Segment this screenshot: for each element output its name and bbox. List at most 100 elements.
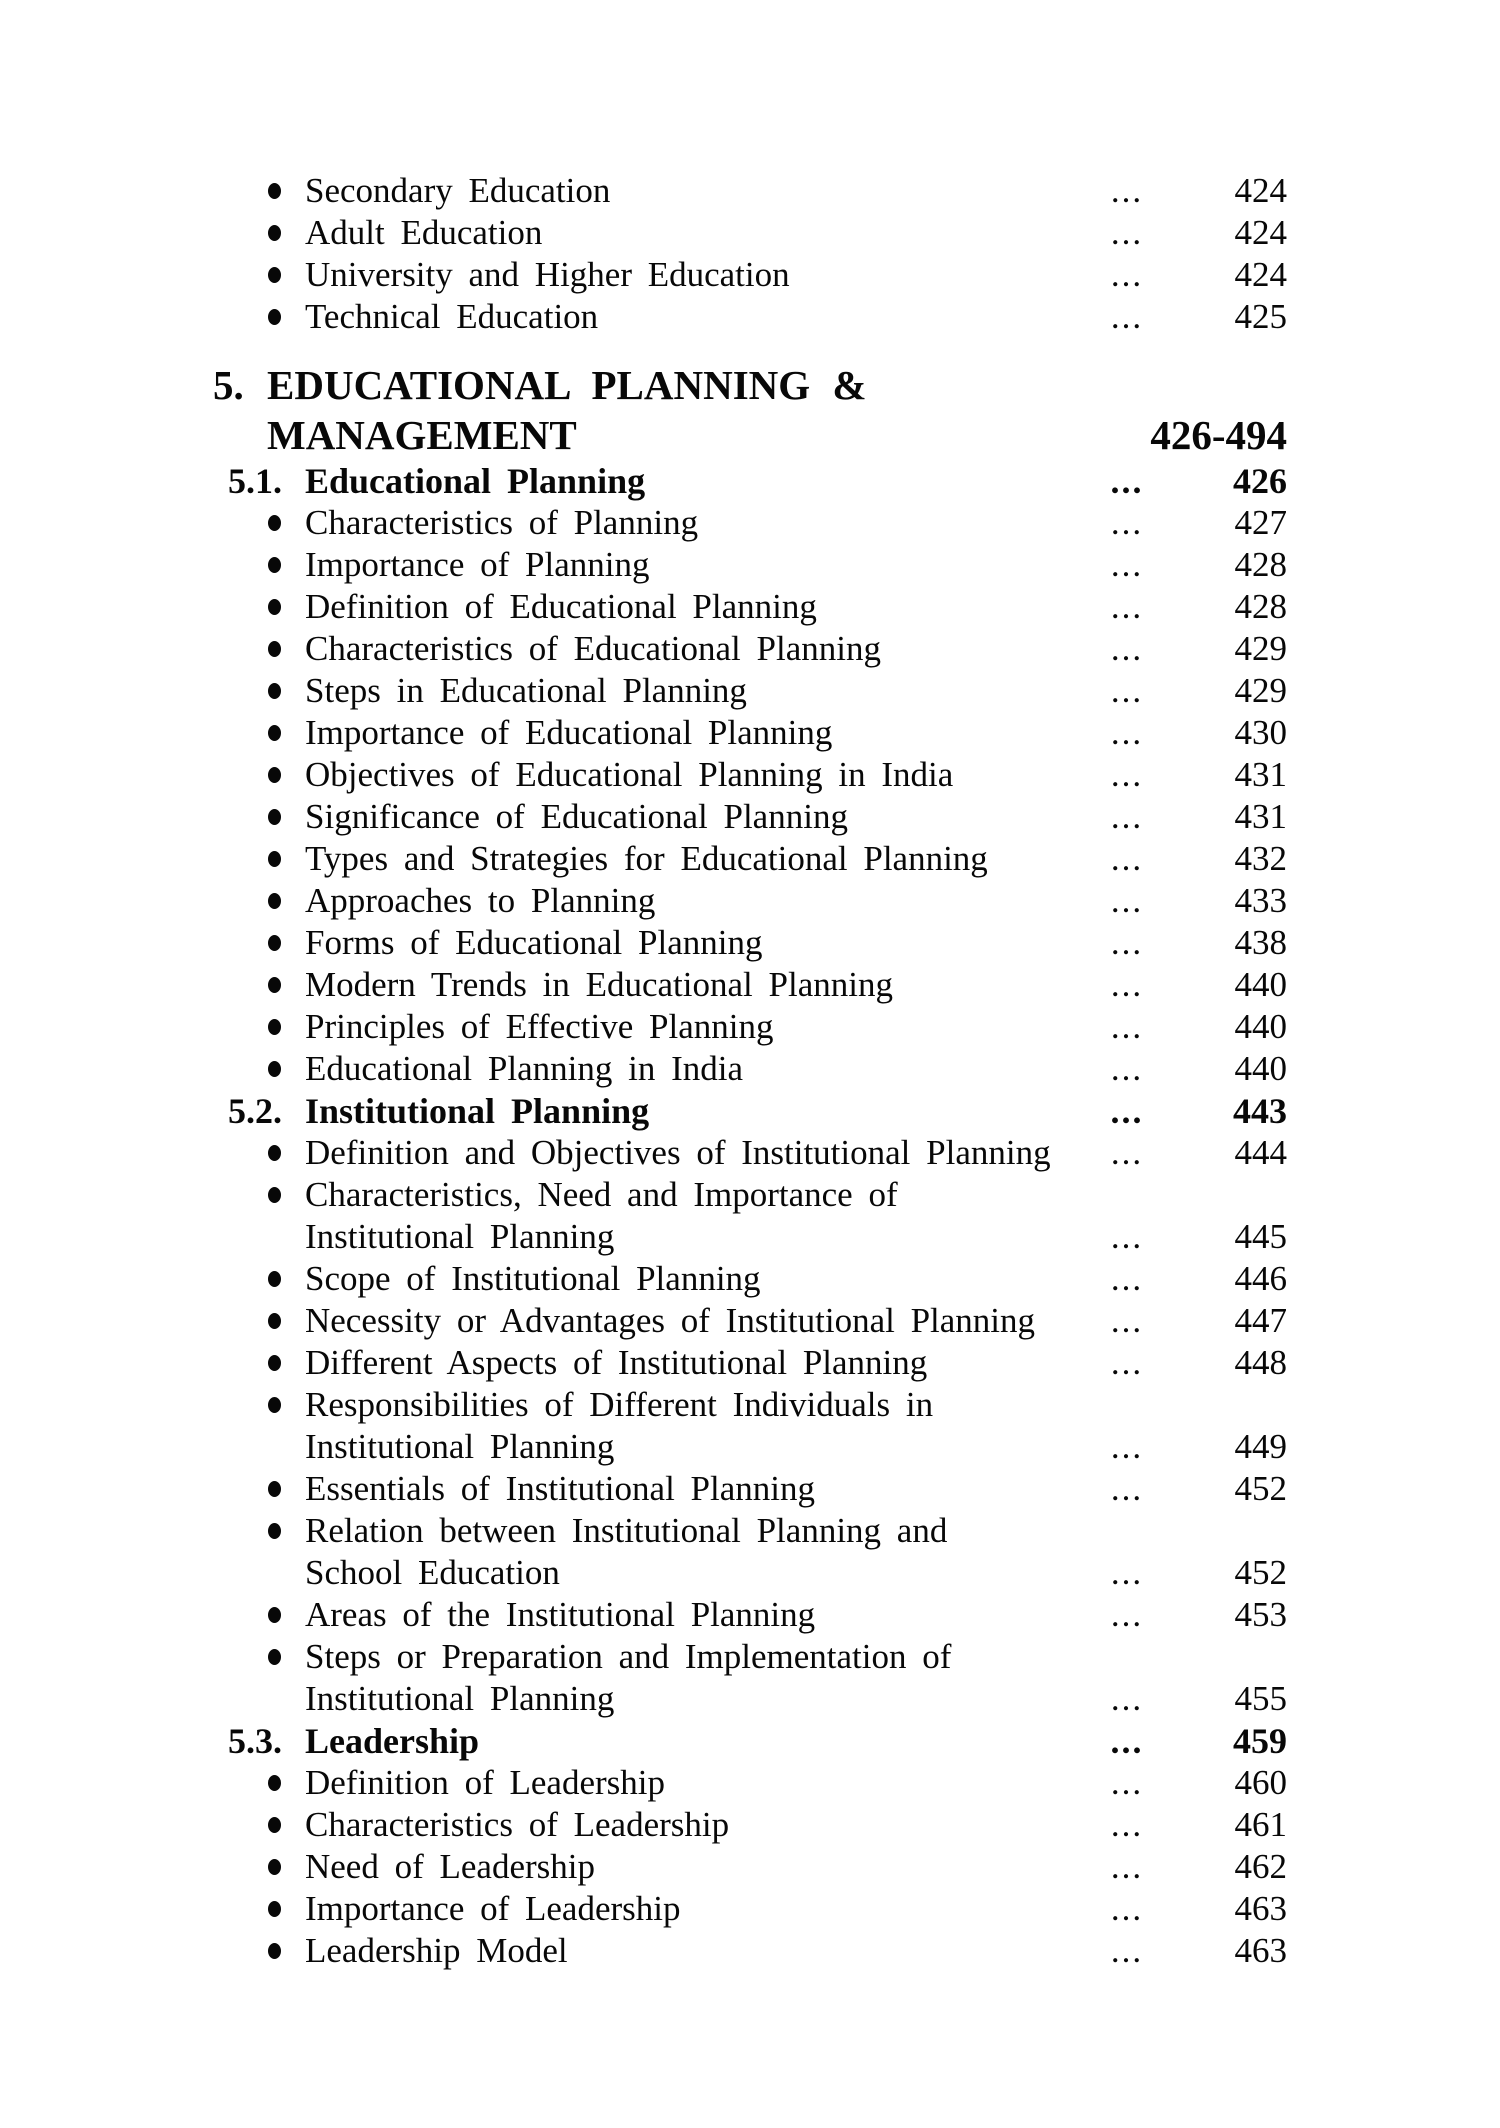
entry-label: Characteristics, Need and Importance of: [305, 1175, 898, 1214]
dots-leader: ...: [1110, 1805, 1144, 1844]
toc-row-bullet: University and Higher Education... 424: [213, 254, 1287, 296]
entry-text: Characteristics of Planning: [213, 502, 1097, 544]
dots-leader: ...: [1110, 1427, 1144, 1466]
toc-row-cont: School Education... 452: [213, 1552, 1287, 1594]
entry-text: Importance of Leadership: [213, 1888, 1097, 1930]
bullet-icon: [268, 183, 281, 199]
bullet-icon: [268, 309, 281, 325]
page-number: 424: [1234, 255, 1288, 294]
bullet-icon: [268, 1187, 281, 1203]
entry-text: Necessity or Advantages of Institutional…: [213, 1300, 1097, 1342]
bullet-icon: [268, 1271, 281, 1287]
toc-row-bullet: Importance of Educational Planning... 430: [213, 712, 1287, 754]
dots-leader: ...: [1110, 1217, 1144, 1256]
entry-text: Modern Trends in Educational Planning: [213, 964, 1097, 1006]
toc-row-bullet: Importance of Planning... 428: [213, 544, 1287, 586]
dots-leader: ...: [1110, 629, 1144, 668]
dots-leader: ...: [1110, 797, 1144, 836]
entry-label: Responsibilities of Different Individual…: [305, 1385, 934, 1424]
page-number: 444: [1234, 1133, 1288, 1172]
entry-text: Leadership Model: [213, 1930, 1097, 1972]
bullet-icon: [268, 1061, 281, 1077]
toc-row-bullet: Need of Leadership... 462: [213, 1846, 1287, 1888]
bullet-icon: [268, 1481, 281, 1497]
entry-text: Technical Education: [213, 296, 1097, 338]
bullet-icon: [268, 599, 281, 615]
entry-label: Institutional Planning: [305, 1091, 650, 1131]
bullet-icon: [268, 767, 281, 783]
page-number: 429: [1234, 629, 1288, 668]
toc-row-bullet: Leadership Model... 463: [213, 1930, 1287, 1972]
toc-row-bullet: Essentials of Institutional Planning... 4…: [213, 1468, 1287, 1510]
dots-leader: ...: [1110, 1721, 1144, 1761]
page-number: 427: [1234, 503, 1288, 542]
page-number: 429: [1234, 671, 1288, 710]
page-number: 440: [1234, 965, 1288, 1004]
toc-row-bullet: Forms of Educational Planning... 438: [213, 922, 1287, 964]
toc-row-section-cont: MANAGEMENT 426-494: [213, 410, 1287, 460]
page-number: 428: [1234, 587, 1288, 626]
entry-text: Characteristics of Educational Planning: [213, 628, 1097, 670]
entry-label: EDUCATIONAL PLANNING &: [267, 362, 867, 408]
bullet-icon: [268, 1607, 281, 1623]
entry-text: Importance of Planning: [213, 544, 1097, 586]
bullet-icon: [268, 1817, 281, 1833]
page-number: 433: [1234, 881, 1288, 920]
entry-text: Characteristics of Leadership: [213, 1804, 1097, 1846]
dots-leader: ...: [1110, 1679, 1144, 1718]
entry-label: Relation between Institutional Planning …: [305, 1511, 948, 1550]
toc-row-bullet: Steps or Preparation and Implementation …: [213, 1636, 1287, 1678]
toc-row-sub: 5.3. Leadership... 459: [213, 1720, 1287, 1762]
bullet-icon: [268, 515, 281, 531]
bullet-icon: [268, 1355, 281, 1371]
page-number: 446: [1234, 1259, 1288, 1298]
toc-row-bullet: Characteristics of Planning... 427: [213, 502, 1287, 544]
entry-label: Technical Education: [305, 297, 599, 336]
entry-text: MANAGEMENT: [213, 410, 1150, 460]
dots-leader: ...: [1110, 1259, 1144, 1298]
entry-label: Steps or Preparation and Implementation …: [305, 1637, 952, 1676]
entry-label: Leadership: [305, 1721, 480, 1761]
bullet-icon: [268, 1901, 281, 1917]
bullet-icon: [268, 893, 281, 909]
entry-text: Institutional Planning: [213, 1426, 1097, 1468]
bullet-icon: [268, 1019, 281, 1035]
entry-number: 5.1.: [228, 461, 282, 501]
entry-label: Essentials of Institutional Planning: [305, 1469, 815, 1508]
page-number: 452: [1234, 1469, 1288, 1508]
bullet-icon: [268, 267, 281, 283]
dots-leader: ...: [1110, 1595, 1144, 1634]
entry-text: Institutional Planning: [213, 1678, 1097, 1720]
toc-row-cont: Institutional Planning... 445: [213, 1216, 1287, 1258]
entry-text: 5. EDUCATIONAL PLANNING &: [213, 360, 1287, 410]
page-number: 453: [1234, 1595, 1288, 1634]
toc-row-bullet: Definition of Leadership... 460: [213, 1762, 1287, 1804]
entry-label: Characteristics of Leadership: [305, 1805, 730, 1844]
dots-leader: ...: [1110, 1763, 1144, 1802]
dots-leader: ...: [1110, 503, 1144, 542]
dots-leader: ...: [1110, 1553, 1144, 1592]
entry-label: Institutional Planning: [305, 1427, 615, 1466]
bullet-icon: [268, 1145, 281, 1161]
entry-text: 5.3. Leadership: [213, 1720, 1097, 1762]
toc-row-bullet: Technical Education... 425: [213, 296, 1287, 338]
bullet-icon: [268, 557, 281, 573]
entry-label: Scope of Institutional Planning: [305, 1259, 761, 1298]
toc-row-cont: Institutional Planning... 455: [213, 1678, 1287, 1720]
entry-text: Secondary Education: [213, 170, 1097, 212]
toc-row-bullet: Characteristics of Educational Planning.…: [213, 628, 1287, 670]
bullet-icon: [268, 725, 281, 741]
entry-label: Adult Education: [305, 213, 543, 252]
entry-label: Secondary Education: [305, 171, 611, 210]
entry-number: 5.2.: [228, 1091, 282, 1131]
page-number: 455: [1234, 1679, 1288, 1718]
entry-number: 5.: [213, 362, 244, 408]
entry-label: Areas of the Institutional Planning: [305, 1595, 816, 1634]
toc-row-bullet: Responsibilities of Different Individual…: [213, 1384, 1287, 1426]
entry-label: Definition of Leadership: [305, 1763, 666, 1802]
toc-row-cont: Institutional Planning... 449: [213, 1426, 1287, 1468]
page-number: 445: [1234, 1217, 1288, 1256]
entry-label: Significance of Educational Planning: [305, 797, 848, 836]
dots-leader: ...: [1110, 587, 1144, 626]
entry-label: Importance of Educational Planning: [305, 713, 833, 752]
